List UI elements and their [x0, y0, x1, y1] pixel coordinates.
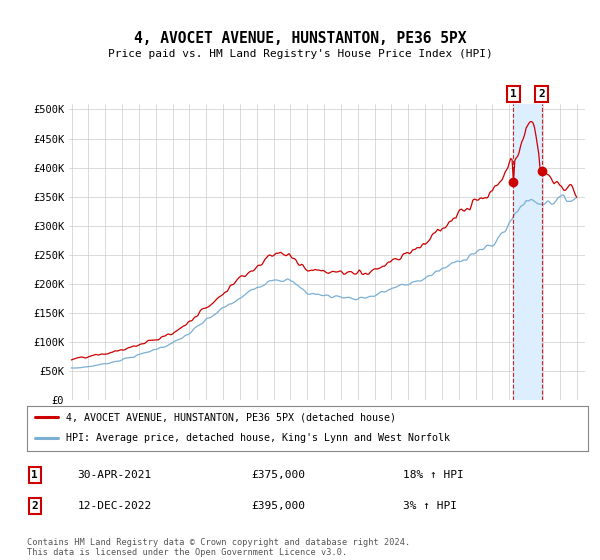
Text: 1: 1 [31, 470, 38, 480]
Text: 4, AVOCET AVENUE, HUNSTANTON, PE36 5PX: 4, AVOCET AVENUE, HUNSTANTON, PE36 5PX [134, 31, 466, 46]
Bar [514, 104, 542, 400]
Text: 2: 2 [31, 501, 38, 511]
Text: £375,000: £375,000 [251, 470, 305, 480]
Text: 2: 2 [538, 89, 545, 99]
Text: 30-APR-2021: 30-APR-2021 [77, 470, 152, 480]
Text: Contains HM Land Registry data © Crown copyright and database right 2024.
This d: Contains HM Land Registry data © Crown c… [27, 538, 410, 557]
Text: 12-DEC-2022: 12-DEC-2022 [77, 501, 152, 511]
Text: £395,000: £395,000 [251, 501, 305, 511]
Text: 3% ↑ HPI: 3% ↑ HPI [403, 501, 457, 511]
Text: 4, AVOCET AVENUE, HUNSTANTON, PE36 5PX (detached house): 4, AVOCET AVENUE, HUNSTANTON, PE36 5PX (… [66, 412, 396, 422]
Text: 1: 1 [510, 89, 517, 99]
Text: 18% ↑ HPI: 18% ↑ HPI [403, 470, 464, 480]
Text: Price paid vs. HM Land Registry's House Price Index (HPI): Price paid vs. HM Land Registry's House … [107, 49, 493, 59]
Text: HPI: Average price, detached house, King's Lynn and West Norfolk: HPI: Average price, detached house, King… [66, 433, 450, 444]
